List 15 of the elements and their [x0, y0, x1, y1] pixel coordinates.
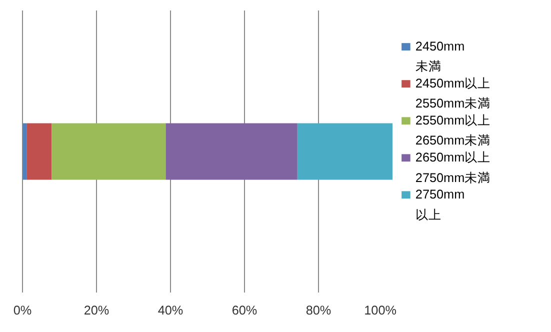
legend-label: 2550mm以上 2650mm未満	[415, 113, 491, 148]
x-tick-label: 60%	[232, 304, 258, 318]
legend-label: 2750mm 以上	[415, 187, 465, 222]
legend-label: 2450mm以上 2550mm未満	[415, 76, 491, 111]
x-tick-label: 40%	[158, 304, 184, 318]
x-tick-label: 80%	[306, 304, 332, 318]
bar	[166, 123, 298, 180]
x-tick-label: 0%	[13, 304, 32, 318]
legend-label: 2650mm以上 2750mm未満	[415, 150, 491, 185]
bar	[297, 123, 392, 180]
x-tick-label: 100%	[364, 304, 397, 318]
bar	[52, 123, 166, 180]
x-tick-label: 20%	[84, 304, 110, 318]
bar	[26, 123, 52, 180]
legend-label: 2450mm 未満	[415, 39, 465, 74]
